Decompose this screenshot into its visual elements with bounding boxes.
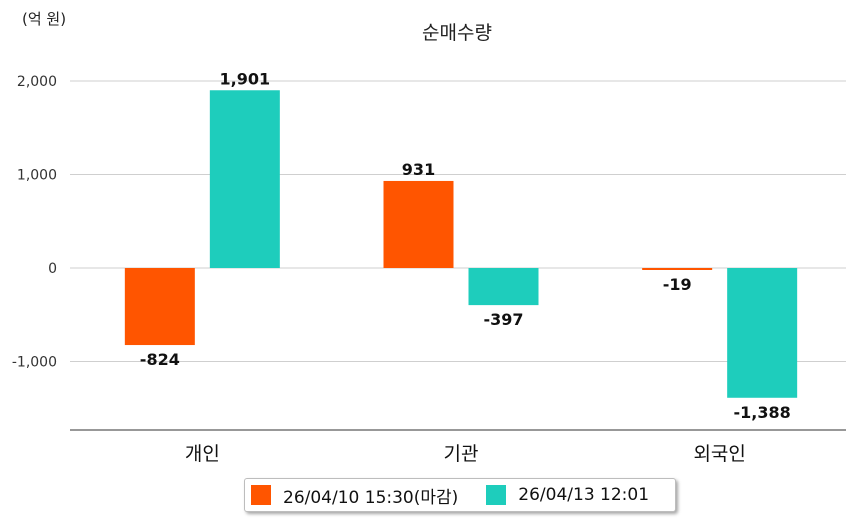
y-tick-label: 0 <box>48 261 57 277</box>
bar-2-1 <box>209 90 280 268</box>
legend-item-series-1[interactable]: 26/04/10 15:30(마감) <box>251 483 458 508</box>
x-tick-label: 기관 <box>444 443 479 465</box>
y-tick-label: -1,000 <box>12 355 57 371</box>
data-label: 931 <box>402 160 435 179</box>
data-label: -19 <box>663 275 692 294</box>
legend-swatch-series-1 <box>251 485 271 505</box>
bar-2-3 <box>727 268 798 398</box>
unit-label: (억 원) <box>22 10 67 28</box>
legend-swatch-series-2 <box>486 485 507 505</box>
legend-label-series-1: 26/04/10 15:30(마감) <box>283 487 459 508</box>
plot-area: 2,000 1,000 0 -1,000 -824 1,901 개인 931 -397 기관 -19… <box>12 69 846 465</box>
y-tick-label: 1,000 <box>17 168 57 184</box>
bar-1-3 <box>642 268 713 270</box>
data-label: -1,388 <box>734 403 791 422</box>
data-label: -824 <box>140 350 180 369</box>
chart-title: 순매수량 <box>422 22 492 44</box>
legend-label-series-2: 26/04/13 12:01 <box>518 485 650 505</box>
bar-1-1 <box>124 268 195 346</box>
data-label: -397 <box>483 310 523 329</box>
x-tick-label: 개인 <box>185 443 220 465</box>
y-tick-label: 2,000 <box>17 74 57 90</box>
x-tick-label: 외국인 <box>693 443 745 465</box>
legend-item-series-2[interactable]: 26/04/13 12:01 <box>486 485 649 505</box>
data-label: 1,901 <box>220 69 271 88</box>
bar-2-2 <box>468 268 539 306</box>
bar-1-2 <box>383 180 454 268</box>
legend: 26/04/10 15:30(마감) 26/04/13 12:01 <box>244 478 676 512</box>
